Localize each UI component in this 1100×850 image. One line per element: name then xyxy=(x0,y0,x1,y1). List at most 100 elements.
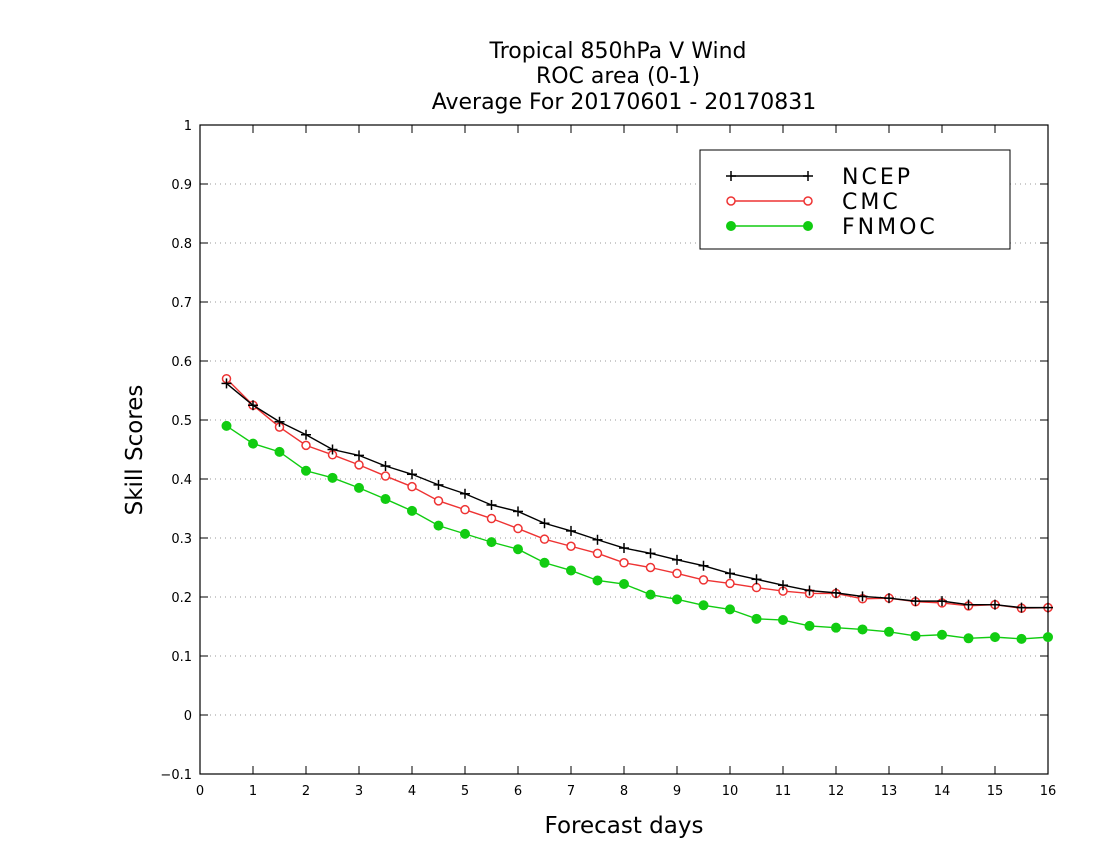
data-point-fnmoc xyxy=(645,589,656,600)
data-point-fnmoc xyxy=(990,632,1000,643)
data-point-fnmoc xyxy=(274,446,285,457)
data-point-cmc xyxy=(354,460,364,470)
x-tick-label: 15 xyxy=(987,784,1004,799)
x-tick-label: 3 xyxy=(355,784,363,799)
data-point-fnmoc xyxy=(592,575,603,586)
data-point-ncep xyxy=(248,400,258,411)
legend-marker-cmc xyxy=(726,196,736,206)
data-point-fnmoc xyxy=(433,520,444,531)
data-point-fnmoc xyxy=(486,537,497,548)
y-tick-label: 0.8 xyxy=(171,237,192,252)
data-point-cmc xyxy=(301,440,311,451)
x-tick-label: 11 xyxy=(775,784,792,799)
data-point-fnmoc xyxy=(221,420,232,431)
data-point-fnmoc xyxy=(937,629,947,640)
data-point-ncep xyxy=(486,499,497,510)
x-tick-label: 6 xyxy=(514,784,522,799)
legend-marker-ncep xyxy=(726,171,736,181)
data-point-ncep xyxy=(513,506,523,517)
data-point-ncep xyxy=(274,416,285,427)
data-point-fnmoc xyxy=(327,472,338,483)
data-point-cmc xyxy=(380,471,391,481)
x-tick-label: 8 xyxy=(620,784,628,799)
data-point-ncep xyxy=(751,574,762,585)
x-tick-label: 16 xyxy=(1040,784,1057,799)
data-point-fnmoc xyxy=(804,620,815,631)
title-line-3: Average For 20170601 - 20170831 xyxy=(432,90,817,115)
legend-label-cmc: CMC xyxy=(842,190,901,215)
y-tick-label: 0.7 xyxy=(171,296,192,311)
title-line-2: ROC area (0-1) xyxy=(536,64,700,89)
series-line-fnmoc xyxy=(226,425,1049,640)
data-point-ncep xyxy=(937,596,947,607)
data-point-fnmoc xyxy=(539,557,550,568)
x-tick-label: 14 xyxy=(934,784,951,799)
x-tick-label: 10 xyxy=(722,784,739,799)
data-point-cmc xyxy=(513,523,523,534)
legend-entry-fnmoc: FNMOC xyxy=(726,215,935,240)
data-point-cmc xyxy=(433,496,444,506)
x-axis-label: Forecast days xyxy=(545,813,704,839)
x-axis: 0 1 2 3 4 5 6 7 8 9 10 11 12 13 14 15 16 xyxy=(196,125,1056,799)
data-point-cmc xyxy=(486,513,497,524)
data-point-fnmoc xyxy=(963,633,974,644)
data-point-fnmoc xyxy=(698,600,709,611)
data-point-cmc xyxy=(725,578,735,589)
data-point-ncep xyxy=(804,585,815,596)
data-point-fnmoc xyxy=(672,594,682,605)
series-fnmoc xyxy=(221,420,1053,644)
data-point-ncep xyxy=(301,429,311,440)
data-point-ncep xyxy=(566,525,576,536)
data-point-cmc xyxy=(539,534,550,544)
data-point-ncep xyxy=(1016,602,1027,613)
x-tick-label: 0 xyxy=(196,784,204,799)
data-point-cmc xyxy=(460,504,470,515)
legend-marker-ncep xyxy=(803,171,813,181)
data-point-ncep xyxy=(778,580,788,591)
data-point-ncep xyxy=(539,518,550,529)
y-tick-label: 0.3 xyxy=(171,532,192,547)
data-point-ncep xyxy=(725,568,735,579)
series-cmc xyxy=(221,373,1053,613)
data-point-fnmoc xyxy=(248,438,258,449)
data-point-fnmoc xyxy=(513,544,523,555)
x-tick-label: 13 xyxy=(881,784,898,799)
y-tick-label: 0.9 xyxy=(171,178,192,193)
legend-marker-cmc xyxy=(803,196,813,206)
data-point-ncep xyxy=(672,554,682,565)
data-point-ncep xyxy=(1043,602,1053,613)
legend-marker-fnmoc xyxy=(726,221,736,231)
y-tick-label: 0.2 xyxy=(171,591,192,606)
x-tick-label: 12 xyxy=(828,784,845,799)
data-point-fnmoc xyxy=(910,630,921,641)
y-tick-label: −0.1 xyxy=(160,768,192,783)
series-layer xyxy=(221,373,1053,644)
x-tick-label: 2 xyxy=(302,784,310,799)
y-axis: −0.1 0 0.1 0.2 0.3 0.4 0.5 0.6 0.7 0.8 0.9 1 xyxy=(160,119,1048,783)
data-point-ncep xyxy=(963,599,974,610)
y-tick-label: 0.5 xyxy=(171,414,192,429)
data-point-ncep xyxy=(698,560,709,571)
data-point-fnmoc xyxy=(1016,633,1027,644)
data-point-cmc xyxy=(698,575,709,585)
series-line-cmc xyxy=(226,378,1049,609)
y-tick-label: 1 xyxy=(184,119,192,134)
data-point-cmc xyxy=(592,548,603,559)
data-point-cmc xyxy=(751,582,762,593)
data-point-fnmoc xyxy=(380,494,391,505)
data-point-fnmoc xyxy=(460,528,470,539)
data-point-ncep xyxy=(857,591,868,602)
data-point-ncep xyxy=(407,469,417,480)
y-tick-label: 0.6 xyxy=(171,355,192,370)
data-point-ncep xyxy=(910,596,921,607)
data-point-ncep xyxy=(433,479,444,490)
data-point-ncep xyxy=(990,599,1000,610)
data-point-fnmoc xyxy=(831,622,841,633)
x-tick-label: 1 xyxy=(249,784,257,799)
data-point-fnmoc xyxy=(778,615,788,626)
y-tick-label: 0.1 xyxy=(171,650,192,665)
data-point-cmc xyxy=(645,562,656,573)
data-point-cmc xyxy=(619,558,629,568)
data-point-ncep xyxy=(354,450,364,461)
